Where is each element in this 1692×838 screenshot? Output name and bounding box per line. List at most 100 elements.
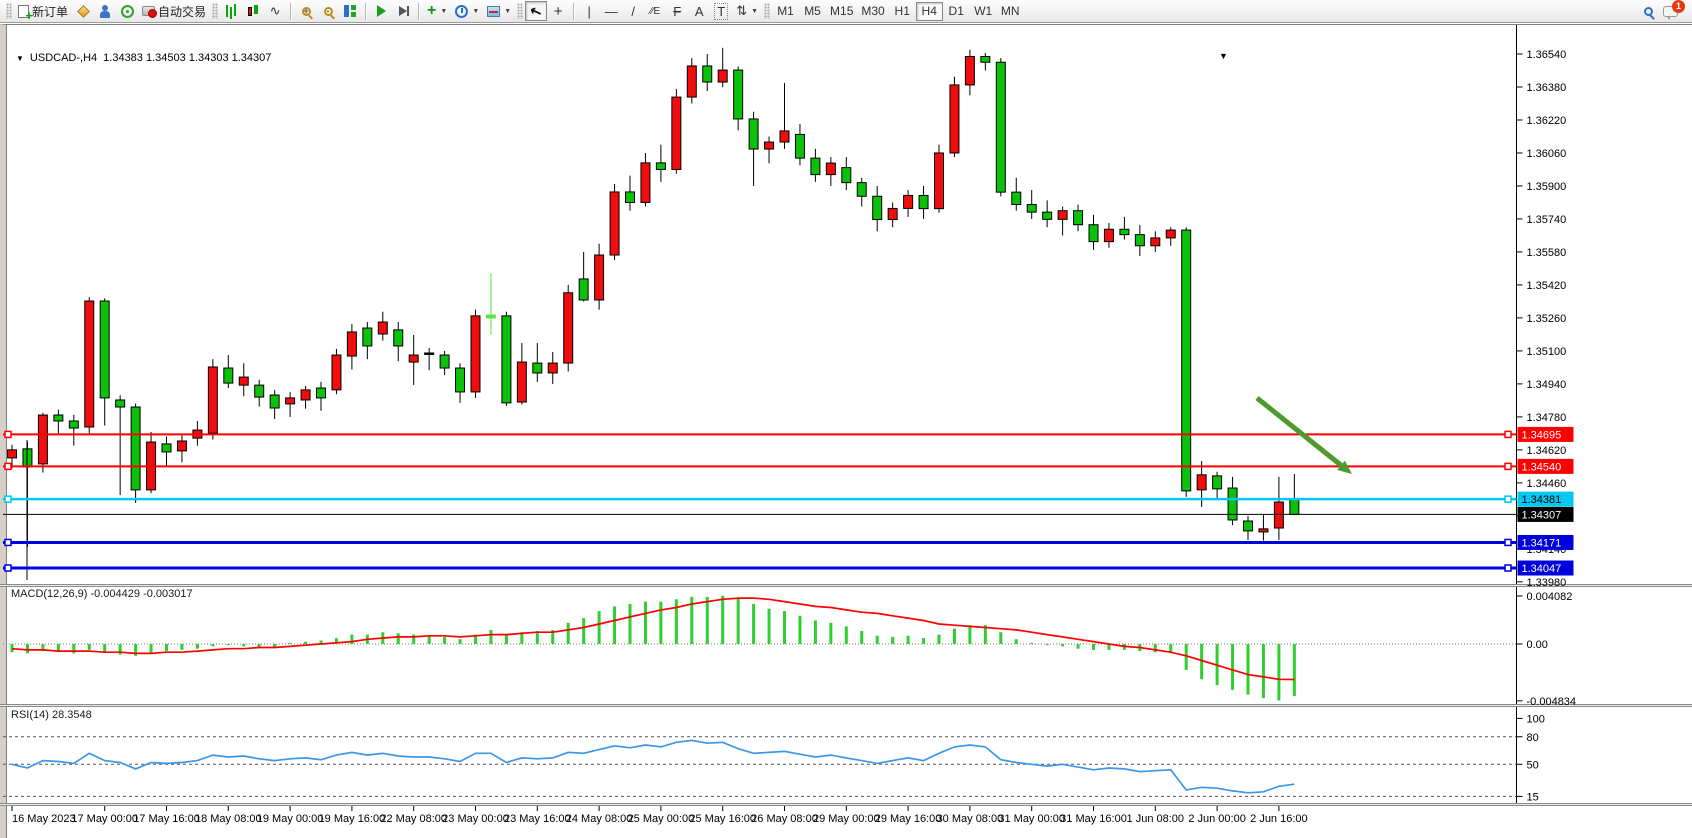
candle-body <box>810 157 821 176</box>
auto-scroll-button[interactable] <box>370 1 392 21</box>
search-icon[interactable] <box>1644 6 1653 16</box>
chart-shift-button[interactable] <box>392 1 414 21</box>
zoom-out-icon: - <box>323 6 333 16</box>
candle-body <box>1165 229 1176 239</box>
hline-anchor[interactable] <box>4 430 12 439</box>
candle-body <box>1073 210 1084 226</box>
pane-separator[interactable] <box>0 584 1692 587</box>
hline-anchor[interactable] <box>4 495 12 503</box>
text-label-button[interactable]: T <box>710 1 732 21</box>
chat-icon[interactable]: 1 <box>1663 0 1685 20</box>
price-badge-label: 1.34171 <box>1522 537 1562 549</box>
zoom-in-button[interactable]: + <box>295 1 317 21</box>
rsi-tick-label: 100 <box>1527 713 1545 725</box>
arrows-icon: ⇅ <box>736 3 748 18</box>
toolbar-grip[interactable] <box>212 3 219 19</box>
candle-body <box>439 354 450 369</box>
price-badge-1.34047 <box>1517 560 1574 576</box>
timeframe-m1[interactable]: M1 <box>772 2 799 21</box>
hline-anchor[interactable] <box>4 564 12 572</box>
window-menu-icon[interactable]: ▼ <box>16 53 24 63</box>
indicators-button[interactable]: + ▼ <box>423 1 451 21</box>
trendline-icon: / <box>631 3 635 19</box>
candle-body <box>1212 475 1223 490</box>
candle-body <box>887 207 898 221</box>
timeframe-m5[interactable]: M5 <box>799 2 826 21</box>
channel-button[interactable]: ∕∕E <box>644 1 666 21</box>
line-chart-button[interactable]: ∿ <box>264 1 286 21</box>
new-order-icon <box>18 4 33 23</box>
new-order-button[interactable]: 新订单 <box>14 1 72 23</box>
chevron-down-icon: ▼ <box>440 7 448 15</box>
market-watch-button[interactable] <box>72 1 94 21</box>
trendline-button[interactable]: / <box>622 1 644 21</box>
price-tick-label: 1.36380 <box>1527 82 1567 94</box>
hline-anchor[interactable] <box>1504 564 1512 572</box>
horizontal-line-button[interactable]: — <box>600 1 622 21</box>
timeframe-w1[interactable]: W1 <box>970 2 997 21</box>
candle-body <box>625 191 635 203</box>
bar-chart-button[interactable] <box>220 1 242 21</box>
text-button[interactable]: A <box>688 1 710 21</box>
price-tick-label: 1.36060 <box>1527 148 1567 160</box>
candle-body <box>872 195 883 221</box>
candle-body <box>702 65 713 83</box>
price-badge-1.34540 <box>1517 458 1574 474</box>
timeframe-m30[interactable]: M30 <box>857 2 888 21</box>
auto-trading-button[interactable]: 自动交易 <box>138 1 210 21</box>
price-badge-1.34307 <box>1517 506 1574 522</box>
new-order-label: 新订单 <box>32 4 69 19</box>
candle-body <box>1103 228 1114 243</box>
candle-body <box>1042 211 1053 220</box>
signals-button[interactable] <box>116 1 138 21</box>
trend-arrow-head[interactable] <box>1337 460 1352 474</box>
vertical-line-icon: | <box>587 3 591 19</box>
price-badge-1.34171 <box>1517 534 1574 550</box>
candle-body <box>964 55 975 86</box>
cursor-button[interactable]: ↖ <box>525 1 548 21</box>
candle-body <box>269 394 280 409</box>
pane-separator[interactable] <box>0 704 1692 707</box>
timeframe-m15[interactable]: M15 <box>826 2 857 21</box>
candle-body <box>393 329 404 347</box>
time-tick-label: 31 May 00:00 <box>998 813 1065 825</box>
candle-body <box>841 167 852 184</box>
toolbar-grip[interactable] <box>764 3 771 19</box>
price-badge-label: 1.34540 <box>1522 461 1562 473</box>
toolbar-grip[interactable] <box>6 3 12 19</box>
toolbar-grip[interactable] <box>517 3 524 19</box>
candle-body <box>470 315 481 393</box>
hline-anchor[interactable] <box>4 462 12 471</box>
timeframe-mn[interactable]: MN <box>997 2 1024 21</box>
periods-button[interactable]: ▼ <box>451 1 483 21</box>
candlestick-button[interactable] <box>242 1 264 21</box>
timeframe-d1[interactable]: D1 <box>943 2 970 21</box>
chart-window-caret-icon[interactable]: ▼ <box>1219 51 1228 61</box>
price-tick-label: 1.35100 <box>1527 346 1567 358</box>
candle-body <box>918 194 929 210</box>
candle-body <box>408 354 419 363</box>
templates-button[interactable]: ▼ <box>483 1 515 21</box>
vertical-line-button[interactable]: | <box>578 1 600 21</box>
zoom-out-button[interactable]: - <box>317 1 339 21</box>
tile-windows-button[interactable] <box>339 1 361 21</box>
macd-signal-line <box>11 597 1295 681</box>
trend-arrow[interactable] <box>1255 396 1343 468</box>
pane-separator[interactable] <box>0 803 1692 806</box>
price-badge-1.34695 <box>1517 426 1574 442</box>
timeframe-h1[interactable]: H1 <box>889 2 916 21</box>
candle-body <box>547 362 558 374</box>
hline-anchor[interactable] <box>1504 462 1512 471</box>
timeframe-h4[interactable]: H4 <box>915 1 943 21</box>
hline-anchor[interactable] <box>4 538 12 547</box>
hline-anchor[interactable] <box>1504 538 1512 547</box>
hline-anchor[interactable] <box>1504 495 1512 503</box>
navigator-button[interactable] <box>94 1 116 21</box>
arrows-button[interactable]: ⇅ ▼ <box>732 1 762 21</box>
crosshair-button[interactable]: + <box>547 1 569 21</box>
candle-body <box>254 384 265 398</box>
fibonacci-button[interactable]: F <box>666 1 688 21</box>
hline-anchor[interactable] <box>1504 430 1512 439</box>
time-tick-label: 17 May 16:00 <box>133 813 200 825</box>
